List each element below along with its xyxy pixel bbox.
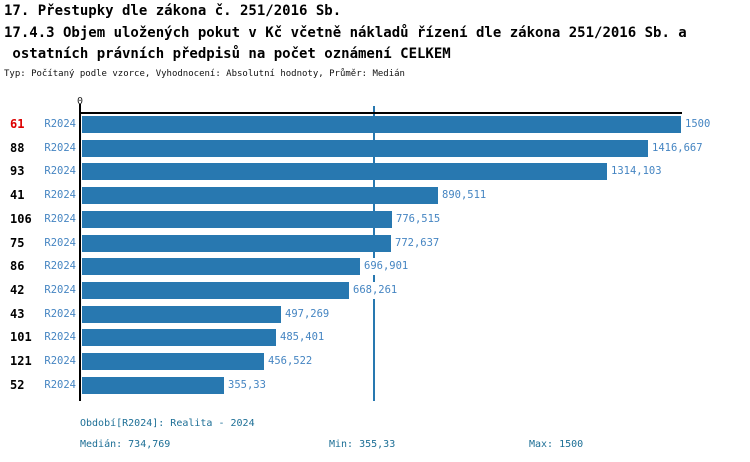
- value-bar: [82, 116, 681, 133]
- bar-value-label: 1416,667: [650, 140, 705, 157]
- chart-row: 86 R2024 696,901: [0, 258, 750, 275]
- row-category-label: 61: [10, 117, 25, 131]
- bar-value-label: 497,269: [283, 306, 332, 323]
- value-bar: [82, 140, 648, 157]
- bar-value-label: 1314,103: [609, 163, 664, 180]
- footer-median-stat: Medián: 734,769: [80, 439, 171, 450]
- chart-row: 52 R2024 355,33: [0, 377, 750, 394]
- value-bar: [82, 377, 224, 394]
- chart-row: 41 R2024 890,511: [0, 187, 750, 204]
- value-bar: [82, 282, 349, 299]
- row-category-label: 43: [10, 307, 25, 321]
- row-category-label: 52: [10, 378, 25, 392]
- row-category-label: 106: [10, 212, 32, 226]
- row-category-label: 41: [10, 188, 25, 202]
- bar-value-label: 890,511: [440, 187, 489, 204]
- footer-min-stat: Min: 355,33: [329, 439, 396, 450]
- report-title-line3: ostatních právních předpisů na počet ozn…: [4, 46, 451, 62]
- chart-row: 42 R2024 668,261: [0, 282, 750, 299]
- chart-row: 93 R2024 1314,103: [0, 163, 750, 180]
- value-bar: [82, 163, 607, 180]
- footer-max-stat: Max: 1500: [529, 439, 584, 450]
- row-period-label: R2024: [44, 260, 76, 272]
- row-period-label: R2024: [44, 379, 76, 391]
- x-axis-line: [79, 112, 682, 114]
- bar-chart: 0 61 R2024 1500 88 R2024 1416,667 93 R2024 1314,…: [0, 96, 750, 401]
- row-period-label: R2024: [44, 331, 76, 343]
- chart-row: 101 R2024 485,401: [0, 329, 750, 346]
- row-period-label: R2024: [44, 308, 76, 320]
- bar-value-label: 456,522: [266, 353, 315, 370]
- value-bar: [82, 306, 281, 323]
- value-bar: [82, 258, 360, 275]
- footer-period-label: Období[R2024]: Realita - 2024: [80, 418, 255, 429]
- y-axis-line: [79, 104, 81, 401]
- row-period-label: R2024: [44, 118, 76, 130]
- value-bar: [82, 187, 438, 204]
- row-category-label: 121: [10, 354, 32, 368]
- bar-value-label: 772,637: [393, 235, 442, 252]
- row-period-label: R2024: [44, 284, 76, 296]
- value-bar: [82, 329, 276, 346]
- report-title-line2: 17.4.3 Objem uložených pokut v Kč včetně…: [4, 25, 687, 41]
- value-bar: [82, 235, 391, 252]
- chart-row: 121 R2024 456,522: [0, 353, 750, 370]
- report-subtitle: Typ: Počítaný podle vzorce, Vyhodnocení:…: [4, 69, 405, 79]
- row-category-label: 88: [10, 141, 25, 155]
- report-title-line1: 17. Přestupky dle zákona č. 251/2016 Sb.: [4, 3, 342, 19]
- row-period-label: R2024: [44, 189, 76, 201]
- row-category-label: 75: [10, 236, 25, 250]
- chart-row: 106 R2024 776,515: [0, 211, 750, 228]
- bar-value-label: 485,401: [278, 329, 327, 346]
- row-period-label: R2024: [44, 237, 76, 249]
- median-reference-line: [373, 106, 375, 401]
- chart-row: 61 R2024 1500: [0, 116, 750, 133]
- row-period-label: R2024: [44, 355, 76, 367]
- value-bar: [82, 353, 264, 370]
- row-category-label: 86: [10, 259, 25, 273]
- chart-row: 43 R2024 497,269: [0, 306, 750, 323]
- row-period-label: R2024: [44, 165, 76, 177]
- bar-value-label: 696,901: [362, 258, 411, 275]
- chart-row: 88 R2024 1416,667: [0, 140, 750, 157]
- value-bar: [82, 211, 392, 228]
- bar-value-label: 668,261: [351, 282, 400, 299]
- bar-value-label: 776,515: [394, 211, 443, 228]
- row-category-label: 101: [10, 330, 32, 344]
- bar-value-label: 355,33: [226, 377, 268, 394]
- row-period-label: R2024: [44, 142, 76, 154]
- chart-row: 75 R2024 772,637: [0, 235, 750, 252]
- row-period-label: R2024: [44, 213, 76, 225]
- row-category-label: 93: [10, 164, 25, 178]
- x-axis-zero-tick-label: 0: [76, 96, 84, 107]
- row-category-label: 42: [10, 283, 25, 297]
- bar-value-label: 1500: [683, 116, 713, 133]
